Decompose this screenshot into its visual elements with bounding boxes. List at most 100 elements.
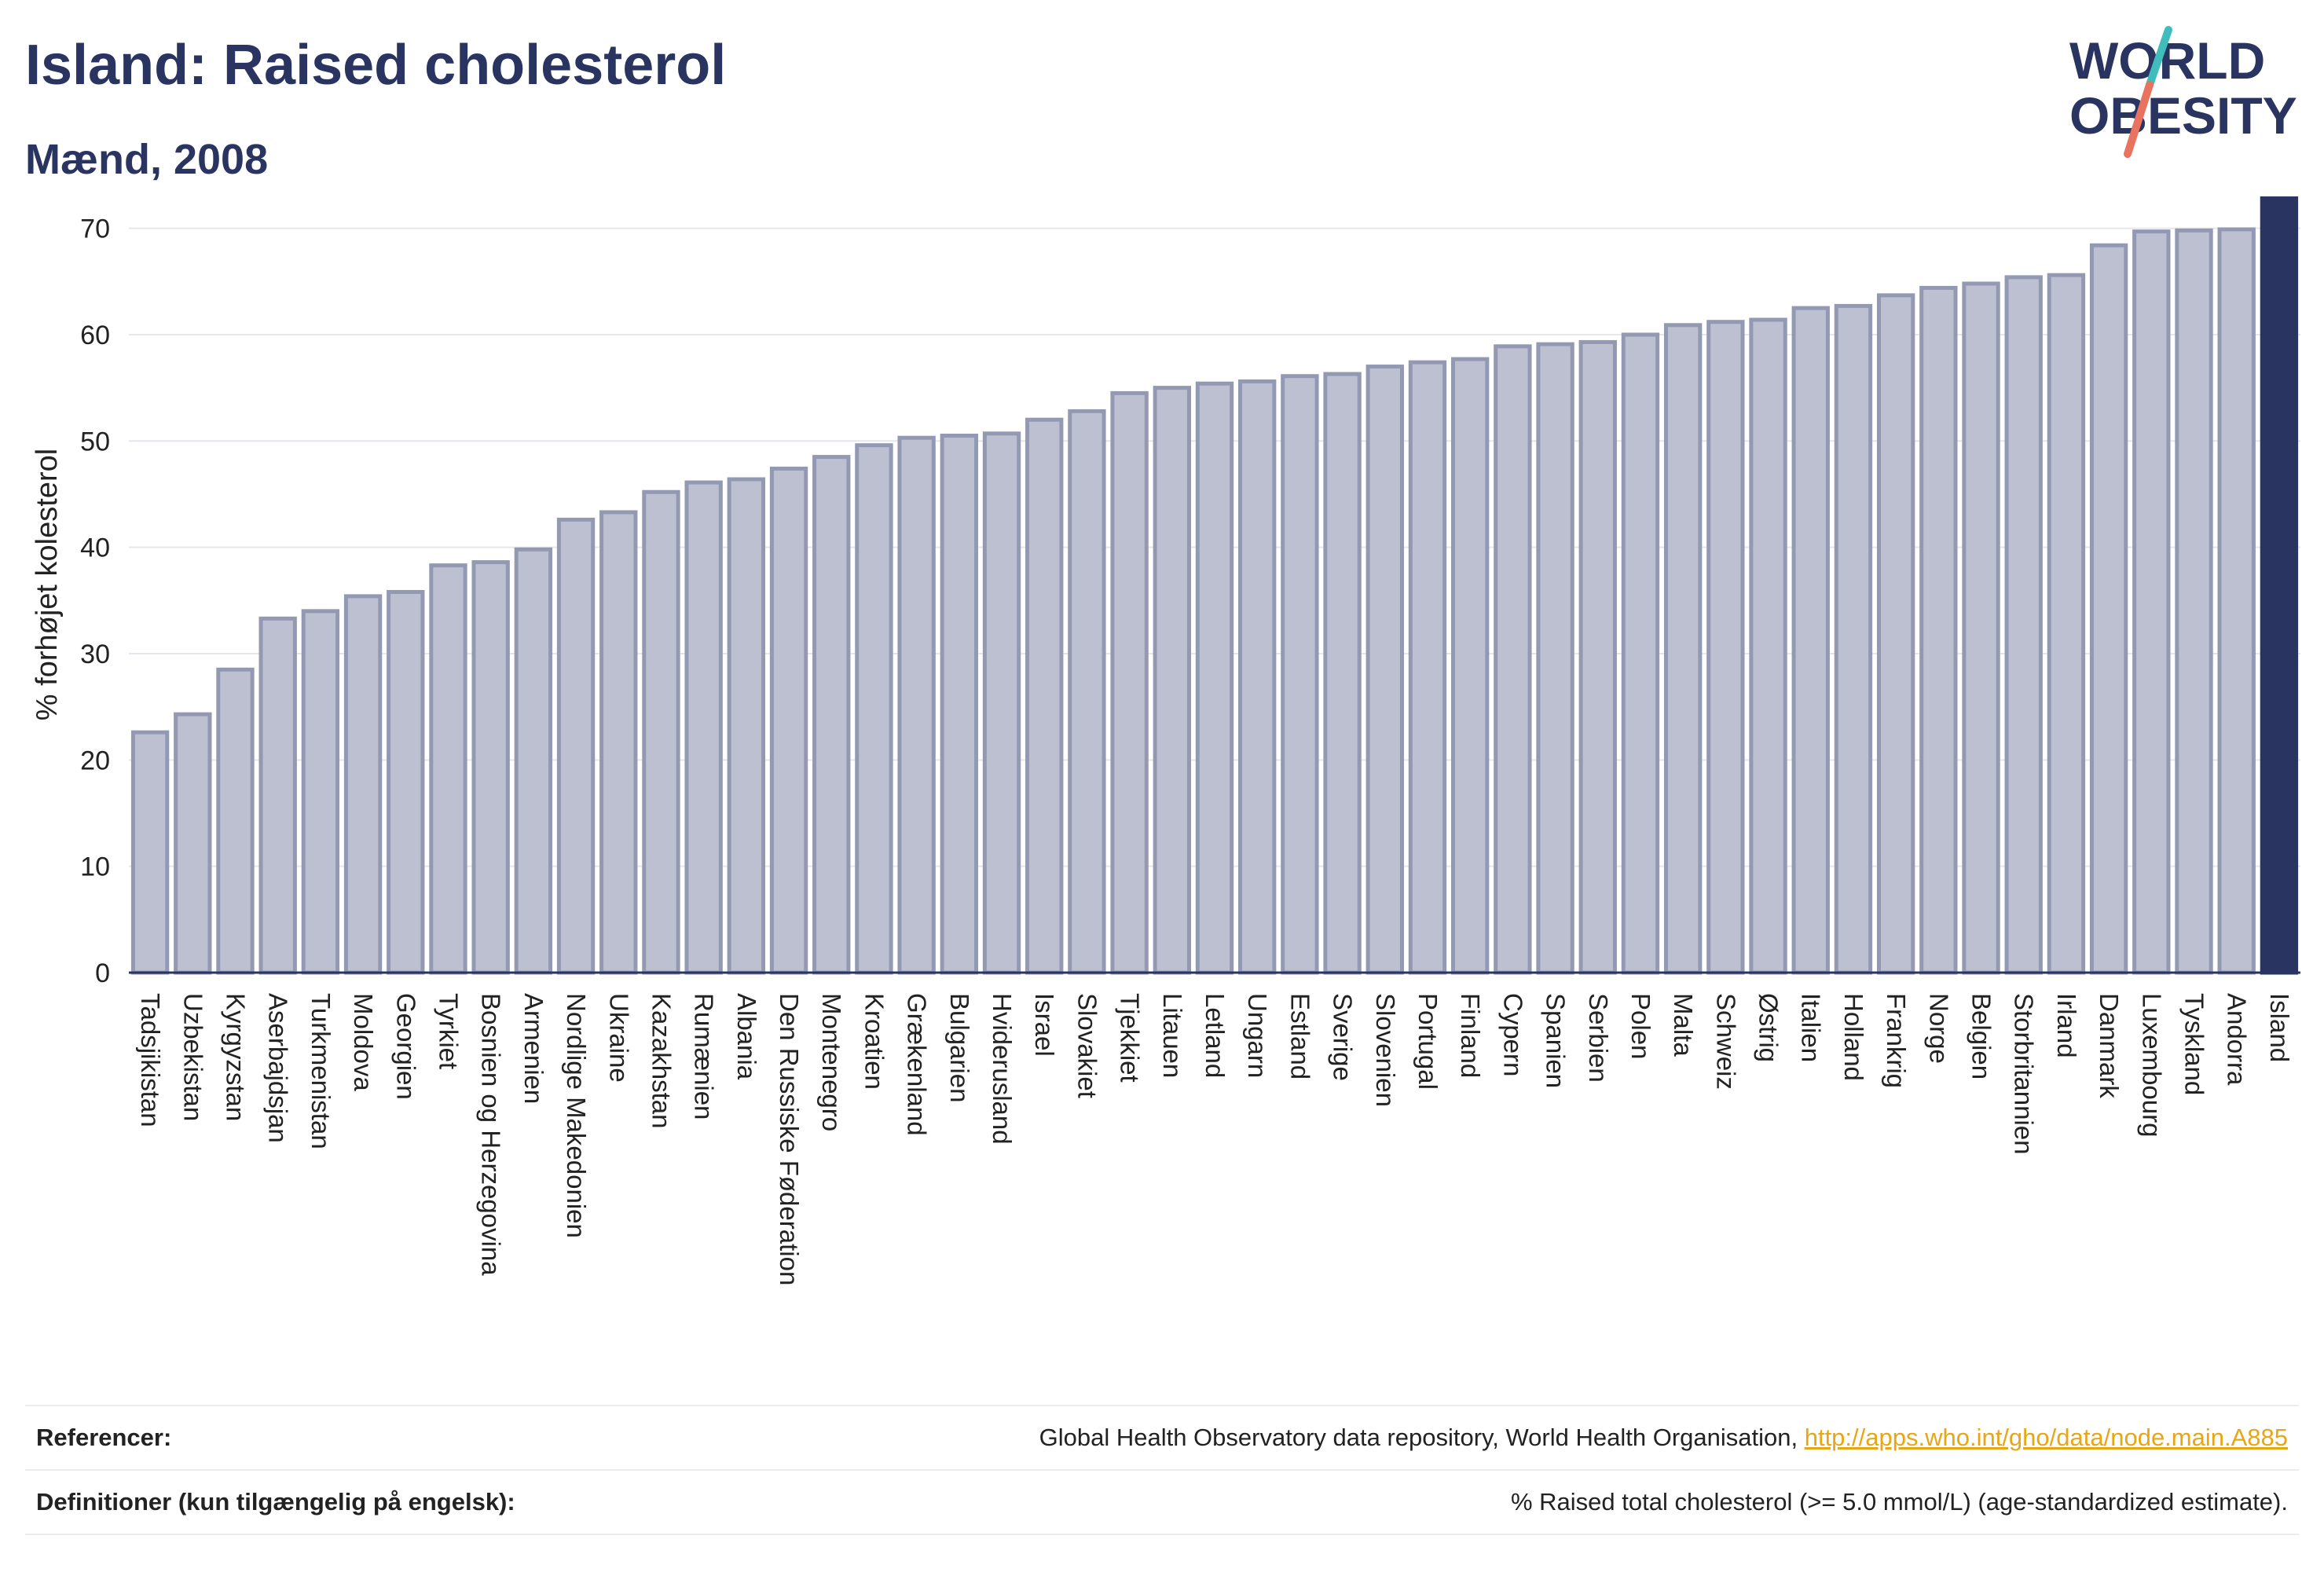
- bar: [1791, 306, 1830, 975]
- y-tick-label: 50: [80, 427, 110, 456]
- bar: [514, 547, 553, 975]
- x-tick-label: Schweiz: [1711, 993, 1740, 1090]
- x-tick-label: Frankrig: [1882, 993, 1911, 1088]
- bar: [769, 466, 808, 975]
- x-tick-label: Cypern: [1498, 993, 1527, 1076]
- bar: [343, 594, 383, 975]
- x-tick-label: Belgien: [1967, 993, 1996, 1079]
- x-tick-label: Aserbajdsjan: [264, 993, 293, 1143]
- x-tick-label: Finland: [1456, 993, 1485, 1078]
- x-tick-label: Storbritannien: [2010, 993, 2039, 1154]
- bar: [940, 434, 979, 975]
- bar: [897, 435, 936, 975]
- bar: [1621, 332, 1660, 975]
- logo-coral-stroke: [2124, 81, 2154, 158]
- bar: [684, 480, 723, 975]
- y-tick-label: 10: [80, 852, 110, 882]
- x-tick-label: Nordlige Makedonien: [562, 993, 591, 1238]
- bar: [1238, 379, 1277, 975]
- bar: [1025, 417, 1064, 975]
- bar: [471, 560, 510, 975]
- bar: [1834, 303, 1873, 975]
- x-tick-label: Kazakhstan: [647, 993, 676, 1128]
- bar: [1281, 374, 1319, 975]
- references-link[interactable]: http://apps.who.int/gho/data/node.main.A…: [1804, 1424, 2288, 1451]
- x-tick-label: Italien: [1797, 993, 1826, 1062]
- logo-line-2: OBESITY: [2069, 86, 2297, 145]
- y-tick-label: 20: [80, 746, 110, 775]
- bar-chart: 0 10 20 30 40 50 60 70 % forhøjet kolesterol Tads…: [31, 196, 2300, 1285]
- bar: [1962, 281, 2000, 975]
- bar: [1110, 390, 1149, 975]
- bar: [2089, 243, 2128, 975]
- definitions-row: Definitioner (kun tilgængelig på engelsk…: [25, 1469, 2299, 1535]
- bar: [1153, 386, 1191, 975]
- bar: [2217, 227, 2256, 975]
- bar: [258, 616, 297, 975]
- x-tick-label: Kroatien: [860, 993, 889, 1090]
- x-tick-label: Holland: [1839, 993, 1868, 1081]
- x-tick-label: Bosnien og Herzegovina: [477, 993, 506, 1276]
- x-tick-label: Polen: [1626, 993, 1655, 1059]
- bar: [1068, 409, 1106, 975]
- x-tick-label: Island: [2265, 993, 2294, 1062]
- x-tick-label: Albania: [732, 993, 761, 1080]
- bar: [599, 510, 638, 975]
- x-tick-label: Turkmenistan: [306, 993, 335, 1149]
- x-tick-label: Irland: [2052, 993, 2081, 1058]
- bar: [130, 730, 170, 975]
- logo-teal-stroke: [2146, 26, 2172, 89]
- y-tick-label: 30: [80, 640, 110, 669]
- x-tick-label: Østrig: [1754, 993, 1783, 1062]
- x-tick-label: Bulgarien: [945, 993, 974, 1102]
- bar: [1663, 323, 1703, 975]
- bar: [855, 443, 893, 975]
- x-tick-label: Norge: [1924, 993, 1953, 1064]
- bar: [1749, 317, 1787, 975]
- x-tick-label: Serbien: [1584, 993, 1613, 1083]
- x-tick-label: Grækenland: [903, 993, 932, 1136]
- y-tick-label: 60: [80, 321, 110, 350]
- bar: [301, 609, 340, 975]
- bar: [2175, 228, 2213, 975]
- definitions-text: % Raised total cholesterol (>= 5.0 mmol/…: [1510, 1488, 2288, 1516]
- x-tick-label: Spanien: [1541, 993, 1571, 1088]
- bar: [1494, 344, 1532, 975]
- references-table: Referencer: Global Health Observatory da…: [25, 1405, 2299, 1535]
- bar: [1195, 381, 1234, 975]
- y-axis-label: % forhøjet kolesterol: [31, 449, 64, 720]
- world-obesity-logo: WORLD OBESITY: [2069, 26, 2297, 158]
- x-tick-label: Tyrkiet: [434, 993, 463, 1069]
- bar: [2132, 229, 2171, 975]
- references-row: Referencer: Global Health Observatory da…: [25, 1405, 2299, 1469]
- bar: [216, 667, 255, 975]
- x-tick-label: Georgien: [391, 993, 420, 1100]
- definitions-label: Definitioner (kun tilgængelig på engelsk…: [36, 1488, 515, 1516]
- bar: [1876, 293, 1915, 975]
- x-tick-label: Montenegro: [817, 993, 846, 1131]
- bar: [1365, 365, 1404, 975]
- x-tick-label: Portugal: [1413, 993, 1442, 1090]
- bar: [387, 589, 425, 975]
- x-tick-label: Slovenien: [1371, 993, 1400, 1107]
- x-tick-label: Tyskland: [2180, 993, 2209, 1095]
- x-tick-label: Letland: [1200, 993, 1230, 1078]
- x-tick-label: Sverige: [1329, 993, 1358, 1081]
- x-tick-label: Tadsjikistan: [136, 993, 165, 1127]
- chart-title: Island: Raised cholesterol: [25, 34, 727, 97]
- bar: [812, 455, 851, 975]
- x-tick-label: Ungarn: [1243, 993, 1272, 1078]
- references-value: Global Health Observatory data repositor…: [1039, 1424, 2299, 1452]
- x-tick-label: Den Russiske Føderation: [775, 993, 804, 1285]
- bar: [2047, 273, 2086, 975]
- x-tick-label: Israel: [1030, 993, 1059, 1057]
- x-tick-label: Slovakiet: [1072, 993, 1102, 1098]
- x-tick-label: Estland: [1285, 993, 1314, 1079]
- bar: [1323, 372, 1362, 975]
- bar: [429, 563, 467, 975]
- chart-subtitle: Mænd, 2008: [25, 136, 269, 183]
- x-tick-label: Moldova: [349, 993, 378, 1091]
- bar: [1408, 360, 1447, 975]
- x-tick-label: Armenien: [519, 993, 548, 1104]
- bar: [642, 489, 680, 975]
